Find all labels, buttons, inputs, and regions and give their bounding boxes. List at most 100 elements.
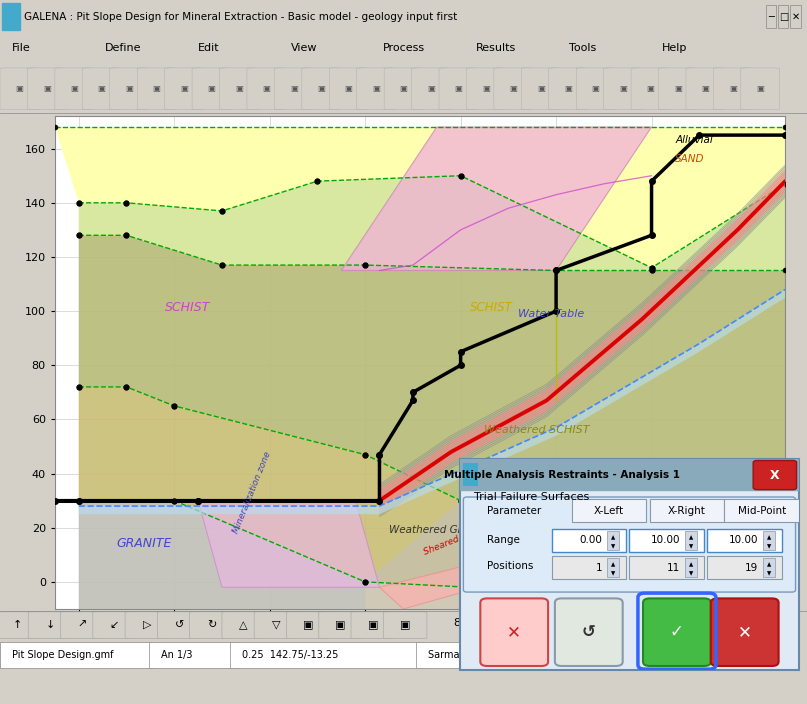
Text: ▼: ▼ (611, 571, 615, 576)
Text: SCHIST: SCHIST (470, 301, 513, 314)
FancyBboxPatch shape (555, 598, 623, 666)
FancyBboxPatch shape (230, 642, 424, 667)
Polygon shape (365, 501, 785, 609)
Text: ▲: ▲ (767, 536, 771, 541)
FancyBboxPatch shape (708, 556, 782, 579)
Polygon shape (79, 387, 785, 603)
FancyBboxPatch shape (274, 68, 313, 110)
Polygon shape (79, 176, 785, 270)
Text: △: △ (240, 620, 248, 630)
Text: X-Left: X-Left (594, 505, 624, 516)
FancyBboxPatch shape (220, 68, 258, 110)
Bar (763, 558, 776, 577)
Text: ▲: ▲ (611, 562, 615, 567)
Text: ✕: ✕ (508, 623, 521, 641)
Bar (766, 5, 776, 28)
FancyBboxPatch shape (725, 499, 799, 522)
Text: ▣: ▣ (262, 84, 270, 93)
Text: ▣: ▣ (335, 620, 346, 630)
FancyBboxPatch shape (93, 612, 136, 639)
Text: ▣: ▣ (701, 84, 709, 93)
Text: ▣: ▣ (207, 84, 215, 93)
FancyBboxPatch shape (416, 642, 553, 667)
Polygon shape (379, 501, 785, 609)
FancyBboxPatch shape (110, 68, 148, 110)
Text: An 1/3: An 1/3 (161, 650, 193, 660)
Text: ▣: ▣ (43, 84, 51, 93)
FancyBboxPatch shape (686, 68, 725, 110)
FancyBboxPatch shape (384, 68, 423, 110)
Text: ▣: ▣ (592, 84, 600, 93)
Text: X: X (770, 469, 780, 482)
Text: ↺: ↺ (582, 623, 596, 641)
Bar (2, 4, 20, 30)
Text: ▣: ▣ (180, 84, 188, 93)
Polygon shape (379, 170, 785, 512)
FancyBboxPatch shape (551, 529, 626, 552)
Polygon shape (55, 127, 785, 268)
Text: ─: ─ (768, 11, 775, 22)
Text: ▣: ▣ (646, 84, 654, 93)
Text: Define: Define (105, 43, 141, 54)
Text: ▼: ▼ (689, 544, 693, 549)
Text: Weathered GRANITE: Weathered GRANITE (389, 525, 495, 535)
FancyBboxPatch shape (572, 499, 646, 522)
Text: SAND: SAND (675, 154, 705, 164)
FancyBboxPatch shape (302, 68, 341, 110)
Text: □: □ (779, 11, 788, 22)
FancyBboxPatch shape (629, 529, 704, 552)
Text: ▣: ▣ (482, 84, 490, 93)
Text: ▽: ▽ (272, 620, 280, 630)
FancyBboxPatch shape (0, 68, 39, 110)
FancyBboxPatch shape (55, 68, 94, 110)
FancyBboxPatch shape (659, 68, 697, 110)
Text: 19: 19 (745, 562, 759, 573)
FancyBboxPatch shape (753, 460, 797, 490)
Text: 10.00: 10.00 (650, 535, 680, 546)
Text: Water Table: Water Table (518, 308, 584, 318)
Text: ▼: ▼ (767, 571, 771, 576)
FancyBboxPatch shape (708, 529, 782, 552)
FancyBboxPatch shape (137, 68, 176, 110)
Text: 0.25  142.75/-13.25: 0.25 142.75/-13.25 (242, 650, 338, 660)
Text: Sarma Multi...: Sarma Multi... (428, 650, 495, 660)
Text: ▣: ▣ (729, 84, 737, 93)
Text: ▣: ▣ (674, 84, 682, 93)
FancyBboxPatch shape (351, 612, 395, 639)
Bar (778, 5, 788, 28)
Text: ✕: ✕ (738, 623, 751, 641)
Text: ▣: ▣ (537, 84, 545, 93)
Text: 0.00: 0.00 (579, 535, 602, 546)
Bar (790, 5, 801, 28)
Text: X-Right: X-Right (668, 505, 706, 516)
Text: Sheared zone: Sheared zone (422, 525, 483, 557)
FancyBboxPatch shape (254, 612, 298, 639)
Polygon shape (341, 127, 651, 270)
Text: ▲: ▲ (689, 562, 693, 567)
Text: ▷: ▷ (143, 620, 151, 630)
FancyBboxPatch shape (604, 68, 642, 110)
FancyBboxPatch shape (0, 642, 153, 667)
Text: Alluvial: Alluvial (675, 135, 713, 145)
Text: ▣: ▣ (98, 84, 106, 93)
FancyBboxPatch shape (463, 497, 796, 592)
Text: ↺: ↺ (174, 620, 184, 630)
FancyBboxPatch shape (329, 68, 368, 110)
Text: Weathered SCHIST: Weathered SCHIST (484, 425, 590, 435)
Bar (462, 463, 478, 486)
Text: Mineralization zone: Mineralization zone (232, 451, 273, 535)
Text: Pit Slope Design.gmf: Pit Slope Design.gmf (12, 650, 114, 660)
FancyBboxPatch shape (480, 598, 548, 666)
Polygon shape (79, 501, 365, 609)
FancyBboxPatch shape (741, 68, 780, 110)
FancyBboxPatch shape (551, 556, 626, 579)
FancyBboxPatch shape (27, 68, 66, 110)
Text: View: View (291, 43, 317, 54)
Bar (460, 459, 799, 490)
Text: ▣: ▣ (345, 84, 353, 93)
Text: GRANITE: GRANITE (117, 536, 173, 550)
Text: Positions: Positions (487, 560, 533, 571)
Bar (608, 531, 619, 550)
Text: ▣: ▣ (125, 84, 133, 93)
FancyBboxPatch shape (711, 598, 779, 666)
